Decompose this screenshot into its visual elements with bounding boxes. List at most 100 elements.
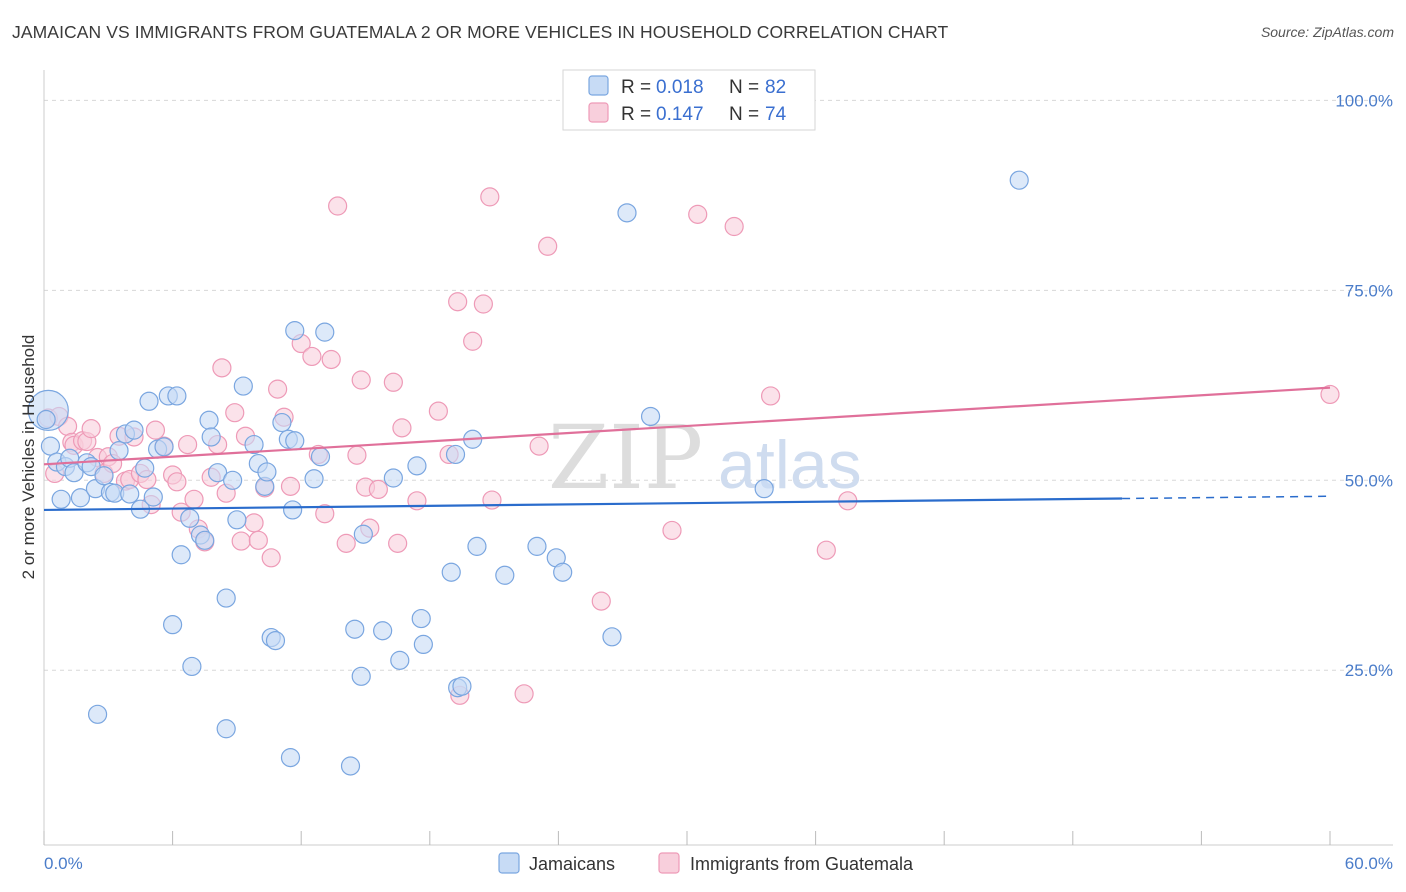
guatemala-point-65 xyxy=(480,187,500,207)
jamaican-point-40 xyxy=(233,376,253,396)
trend-line-jamaicans-extension xyxy=(1122,495,1331,500)
jamaican-point-50 xyxy=(283,500,303,520)
guatemala-point-23 xyxy=(167,472,187,492)
guatemala-point-34 xyxy=(231,531,251,551)
jamaican-point-59 xyxy=(353,524,373,544)
guatemala-point-48 xyxy=(328,196,348,216)
jamaican-point-55 xyxy=(315,322,335,342)
legend-r-value-jamaicans: 0.018 xyxy=(656,77,704,98)
jamaican-point-12 xyxy=(94,466,114,486)
jamaican-point-60 xyxy=(373,621,393,641)
guatemala-point-54 xyxy=(368,479,388,500)
jamaican-point-63 xyxy=(407,456,427,476)
guatemala-point-49 xyxy=(336,533,356,553)
jamaican-point-35 xyxy=(208,463,228,483)
jamaican-point-3 xyxy=(51,489,71,509)
jamaican-point-54 xyxy=(310,447,331,467)
x-tick-label-min: 0.0% xyxy=(44,854,83,873)
guatemala-point-67 xyxy=(514,684,534,704)
jamaican-point-80 xyxy=(1009,170,1029,190)
jamaican-point-27 xyxy=(167,386,187,406)
guatemala-point-25 xyxy=(178,434,198,455)
watermark-zip: ZIP xyxy=(548,406,703,509)
guatemala-point-57 xyxy=(392,418,412,438)
trend-line-guatemala xyxy=(43,386,1331,466)
guatemala-point-74 xyxy=(760,386,781,406)
jamaican-point-72 xyxy=(495,565,515,585)
jamaican-point-51 xyxy=(285,431,305,451)
jamaican-point-41 xyxy=(244,434,264,455)
jamaican-point-34 xyxy=(201,427,221,447)
legend-r-label-jamaicans: R = xyxy=(621,77,651,98)
guatemala-point-69 xyxy=(538,236,558,256)
jamaican-point-73 xyxy=(527,536,547,556)
guatemala-point-77 xyxy=(1320,384,1340,405)
jamaican-point-38 xyxy=(223,470,243,490)
jamaican-point-22 xyxy=(143,487,163,507)
jamaican-point-7 xyxy=(70,488,91,508)
jamaican-point-20 xyxy=(135,458,155,478)
x-tick-label-max: 60.0% xyxy=(1345,854,1393,873)
guatemala-point-51 xyxy=(351,370,371,390)
jamaican-point-53 xyxy=(304,469,324,489)
watermark-atlas: atlas xyxy=(718,427,862,503)
jamaican-point-71 xyxy=(467,536,487,556)
chart-title: JAMAICAN VS IMMIGRANTS FROM GUATEMALA 2 … xyxy=(12,22,949,42)
jamaican-point-30 xyxy=(182,656,202,677)
trend-lines xyxy=(43,386,1331,512)
jamaican-point-57 xyxy=(345,619,365,639)
jamaican-point-36 xyxy=(216,588,236,608)
jamaican-point-76 xyxy=(602,627,622,647)
legend-n-label-guatemala: N = xyxy=(729,104,759,125)
jamaican-point-46 xyxy=(265,631,286,651)
guatemala-point-36 xyxy=(244,513,264,533)
jamaican-point-66 xyxy=(441,562,461,582)
jamaican-point-28 xyxy=(171,545,191,565)
jamaican-point-61 xyxy=(383,468,403,488)
legend-r-value-guatemala: 0.147 xyxy=(656,104,704,125)
axes xyxy=(43,70,1393,846)
jamaican-point-21 xyxy=(139,391,159,411)
jamaican-point-65 xyxy=(413,634,433,655)
source-label: Source: ZipAtlas.com xyxy=(1260,24,1394,40)
y-axis-label: 2 or more Vehicles in Household xyxy=(19,335,38,580)
watermark: ZIP atlas xyxy=(548,406,862,509)
legend-swatch-jamaicans xyxy=(588,75,609,96)
guatemala-point-55 xyxy=(383,372,403,392)
guatemala-point-68 xyxy=(529,436,549,456)
jamaican-point-15 xyxy=(109,441,129,461)
y-tick-label-3: 100.0% xyxy=(1335,91,1393,110)
jamaican-point-77 xyxy=(617,203,637,223)
guatemala-point-40 xyxy=(268,379,288,399)
legend-swatch-guatemala xyxy=(588,102,609,123)
guatemala-point-59 xyxy=(428,401,448,421)
guatemala-point-63 xyxy=(463,331,483,351)
jamaican-point-18 xyxy=(124,420,144,440)
jamaican-point-79 xyxy=(754,479,774,499)
jamaican-point-32 xyxy=(195,530,215,550)
jamaican-point-6 xyxy=(64,463,84,483)
guatemala-point-37 xyxy=(248,530,268,550)
jamaican-point-1 xyxy=(40,436,61,456)
jamaican-point-78 xyxy=(640,406,661,427)
jamaican-point-69 xyxy=(452,676,472,696)
y-tick-label-2: 75.0% xyxy=(1345,281,1393,300)
y-tick-label-0: 25.0% xyxy=(1345,661,1393,680)
jamaican-point-75 xyxy=(553,562,573,582)
jamaican-point-11 xyxy=(87,704,108,724)
guatemala-point-8 xyxy=(81,419,101,439)
jamaican-point-49 xyxy=(280,748,301,768)
series-legend: Jamaicans Immigrants from Guatemala xyxy=(498,852,914,874)
guatemala-point-31 xyxy=(212,358,232,378)
guatemala-point-50 xyxy=(347,445,367,465)
guatemala-point-33 xyxy=(225,403,245,423)
guatemala-point-71 xyxy=(662,520,682,541)
guatemala-point-75 xyxy=(816,540,836,560)
trend-line-jamaicans xyxy=(43,497,1123,512)
guatemala-point-46 xyxy=(315,504,335,524)
jamaican-point-24 xyxy=(154,437,174,457)
guatemala-point-47 xyxy=(321,349,341,370)
jamaican-point-64 xyxy=(411,608,431,629)
guatemala-point-61 xyxy=(448,292,468,312)
legend-n-value-jamaicans: 82 xyxy=(765,77,786,98)
